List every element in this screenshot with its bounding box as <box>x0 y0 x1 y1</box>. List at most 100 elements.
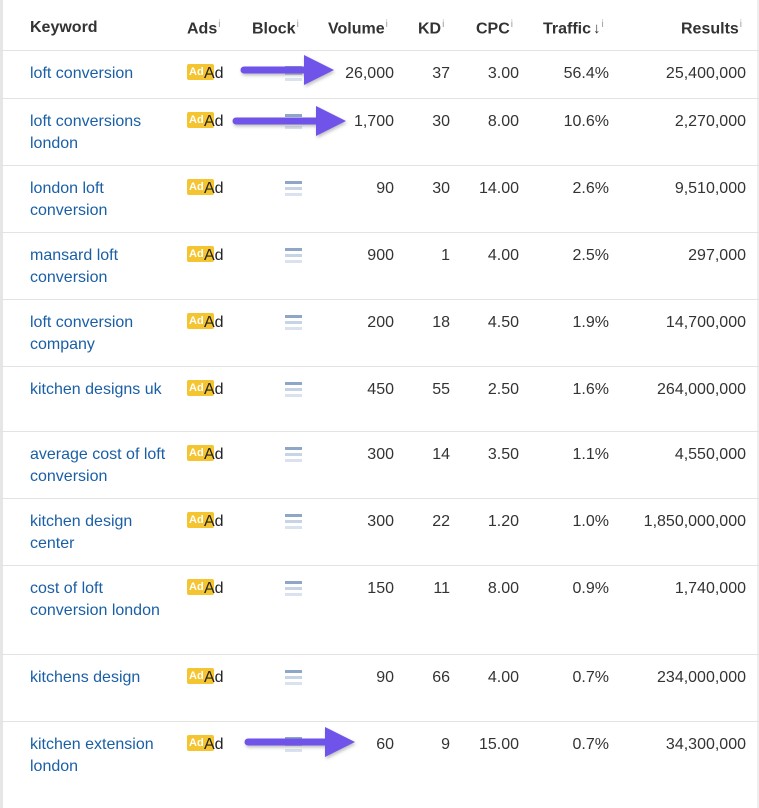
table-right-border <box>757 0 759 808</box>
keyword-link[interactable]: average cost of loft conversion <box>30 446 166 485</box>
kd-value: 37 <box>432 65 450 82</box>
table-left-border <box>0 0 3 808</box>
info-icon[interactable]: i <box>739 19 743 30</box>
sort-down-icon[interactable]: ↓ <box>593 20 601 38</box>
ad-label: Ad <box>204 381 224 398</box>
ad-badge-icon: Ad <box>187 512 214 528</box>
ad-label: Ad <box>204 65 224 82</box>
info-icon[interactable]: i <box>510 19 514 30</box>
header-ads[interactable]: Adsi <box>187 19 221 38</box>
volume-value: 150 <box>367 580 394 597</box>
results-value: 14,700,000 <box>665 314 746 331</box>
header-cpc[interactable]: CPCi <box>476 19 514 38</box>
info-icon[interactable]: i <box>218 19 221 30</box>
table-row: loft conversions london Ad Ad 1,700 30 8… <box>0 99 759 166</box>
header-results[interactable]: Resultsi <box>681 19 743 38</box>
volume-value: 60 <box>376 736 394 753</box>
cpc-value: 1.20 <box>487 513 519 530</box>
ad-label: Ad <box>204 580 224 597</box>
keyword-link[interactable]: kitchen design center <box>30 513 133 552</box>
ads-indicator: Ad Ad <box>187 312 227 334</box>
kd-value: 9 <box>441 736 450 753</box>
cpc-value: 3.50 <box>487 446 519 463</box>
ad-label: Ad <box>204 513 224 530</box>
traffic-value: 0.9% <box>572 580 609 597</box>
kd-value: 11 <box>433 580 450 597</box>
table-row: cost of loft conversion london Ad Ad 150… <box>0 566 759 655</box>
ads-indicator: Ad Ad <box>187 511 227 533</box>
kd-value: 30 <box>432 180 450 197</box>
ads-indicator: Ad Ad <box>187 111 227 133</box>
keyword-link[interactable]: mansard loft conversion <box>30 247 119 286</box>
info-icon[interactable]: i <box>601 19 604 30</box>
table-row: kitchen designs uk Ad Ad 450 55 2.50 1.6… <box>0 367 759 432</box>
keyword-link[interactable]: loft conversion <box>30 65 134 82</box>
results-value: 1,850,000,000 <box>643 513 746 530</box>
keyword-link[interactable]: london loft conversion <box>30 180 108 219</box>
results-value: 25,400,000 <box>665 65 746 82</box>
kd-value: 1 <box>441 247 450 264</box>
serp-block-icon[interactable] <box>285 737 302 753</box>
results-value: 34,300,000 <box>665 736 746 753</box>
serp-block-icon[interactable] <box>285 581 302 597</box>
serp-block-icon[interactable] <box>285 447 302 463</box>
volume-value: 300 <box>367 513 394 530</box>
results-value: 297,000 <box>688 247 746 264</box>
serp-block-icon[interactable] <box>285 382 302 398</box>
serp-block-icon[interactable] <box>285 514 302 530</box>
ad-label: Ad <box>204 180 224 197</box>
keyword-link[interactable]: cost of loft conversion london <box>30 580 160 619</box>
info-icon[interactable]: i <box>296 19 299 30</box>
serp-block-icon[interactable] <box>285 315 302 331</box>
ad-label: Ad <box>204 113 224 130</box>
cpc-value: 15.00 <box>478 736 519 753</box>
serp-block-icon[interactable] <box>285 670 302 686</box>
header-traffic[interactable]: Traffic ↓i <box>543 19 604 38</box>
traffic-value: 10.6% <box>563 113 609 130</box>
header-volume[interactable]: Volumei <box>328 19 388 38</box>
volume-value: 90 <box>376 180 394 197</box>
info-icon[interactable]: i <box>385 19 388 30</box>
traffic-value: 0.7% <box>572 736 609 753</box>
cpc-value: 4.50 <box>487 314 519 331</box>
keyword-link[interactable]: kitchen extension london <box>30 736 154 775</box>
serp-block-icon[interactable] <box>285 114 302 130</box>
header-keyword[interactable]: Keyword <box>30 19 98 36</box>
kd-value: 66 <box>432 669 450 686</box>
cpc-value: 3.00 <box>487 65 519 82</box>
ad-label: Ad <box>204 669 224 686</box>
keyword-link[interactable]: kitchens design <box>30 669 141 686</box>
table-header: Keyword Adsi Blocki Volumei KDi CPCi Tra… <box>0 0 759 51</box>
ad-badge-icon: Ad <box>187 579 214 595</box>
ad-label: Ad <box>204 736 224 753</box>
ads-indicator: Ad Ad <box>187 667 227 689</box>
kd-value: 30 <box>432 113 450 130</box>
ads-indicator: Ad Ad <box>187 444 227 466</box>
kd-value: 18 <box>432 314 450 331</box>
volume-value: 26,000 <box>345 65 394 82</box>
keyword-link[interactable]: kitchen designs uk <box>30 381 162 398</box>
traffic-value: 2.5% <box>572 247 609 264</box>
serp-block-icon[interactable] <box>285 66 302 82</box>
volume-value: 1,700 <box>353 113 394 130</box>
serp-block-icon[interactable] <box>285 248 302 264</box>
ad-badge-icon: Ad <box>187 179 214 195</box>
kd-value: 22 <box>432 513 450 530</box>
ads-indicator: Ad Ad <box>187 379 227 401</box>
ad-badge-icon: Ad <box>187 668 214 684</box>
cpc-value: 4.00 <box>487 669 519 686</box>
traffic-value: 1.0% <box>572 513 609 530</box>
ad-label: Ad <box>204 247 224 264</box>
info-icon[interactable]: i <box>442 19 445 30</box>
serp-block-icon[interactable] <box>285 181 302 197</box>
traffic-value: 56.4% <box>563 65 609 82</box>
traffic-value: 1.6% <box>572 381 609 398</box>
results-value: 264,000,000 <box>657 381 746 398</box>
ad-badge-icon: Ad <box>187 64 214 80</box>
volume-value: 900 <box>367 247 394 264</box>
keyword-link[interactable]: loft conversion company <box>30 314 134 353</box>
header-block[interactable]: Blocki <box>252 19 299 38</box>
keyword-link[interactable]: loft conversions london <box>30 113 142 152</box>
header-kd[interactable]: KDi <box>418 19 445 38</box>
